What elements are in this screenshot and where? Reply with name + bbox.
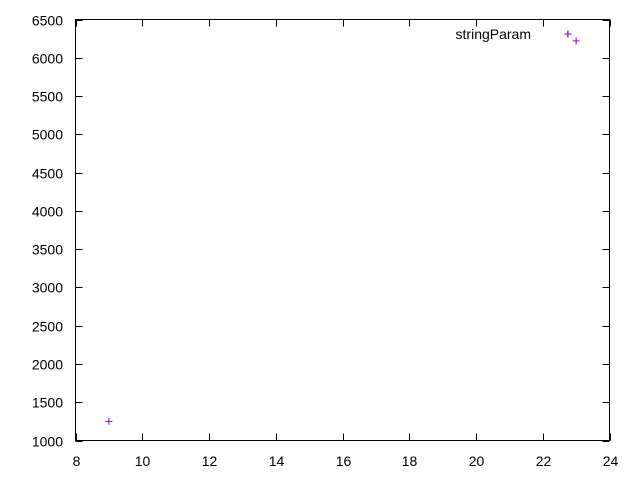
y-tick-labels: 1000 1500 2000 2500 3000 3500 4000 4500 5000 5500… <box>32 13 63 450</box>
x-tick-label: 20 <box>469 453 485 469</box>
y-tick-label: 3500 <box>32 242 63 258</box>
y-tick-label: 2500 <box>32 319 63 335</box>
y-tick-label: 6500 <box>32 13 63 29</box>
legend: stringParam <box>456 26 572 42</box>
y-tick-label: 4500 <box>32 166 63 182</box>
x-tick-label: 24 <box>603 453 619 469</box>
x-tick-labels: 8 10 12 14 16 18 20 22 24 <box>73 453 619 469</box>
data-point <box>564 30 572 38</box>
y-tick-label: 4000 <box>32 204 63 220</box>
plot-area <box>75 19 610 441</box>
data-points <box>105 30 580 425</box>
x-tick-label: 16 <box>336 453 352 469</box>
data-point <box>105 417 113 425</box>
y-tick-label: 5500 <box>32 89 63 105</box>
x-tick-label: 8 <box>73 453 81 469</box>
y-tick-label: 1500 <box>32 395 63 411</box>
legend-label: stringParam <box>456 26 531 42</box>
y-tick-label: 1000 <box>32 434 63 450</box>
x-tick-label: 22 <box>536 453 552 469</box>
x-tick-label: 12 <box>202 453 218 469</box>
data-point <box>572 37 580 45</box>
x-tick-label: 10 <box>135 453 151 469</box>
y-tick-label: 5000 <box>32 127 63 143</box>
x-tick-label: 14 <box>269 453 285 469</box>
y-tick-label: 3000 <box>32 280 63 296</box>
x-tick-label: 18 <box>402 453 418 469</box>
axis-ticks <box>75 19 611 442</box>
y-tick-label: 6000 <box>32 51 63 67</box>
y-tick-label: 2000 <box>32 357 63 373</box>
